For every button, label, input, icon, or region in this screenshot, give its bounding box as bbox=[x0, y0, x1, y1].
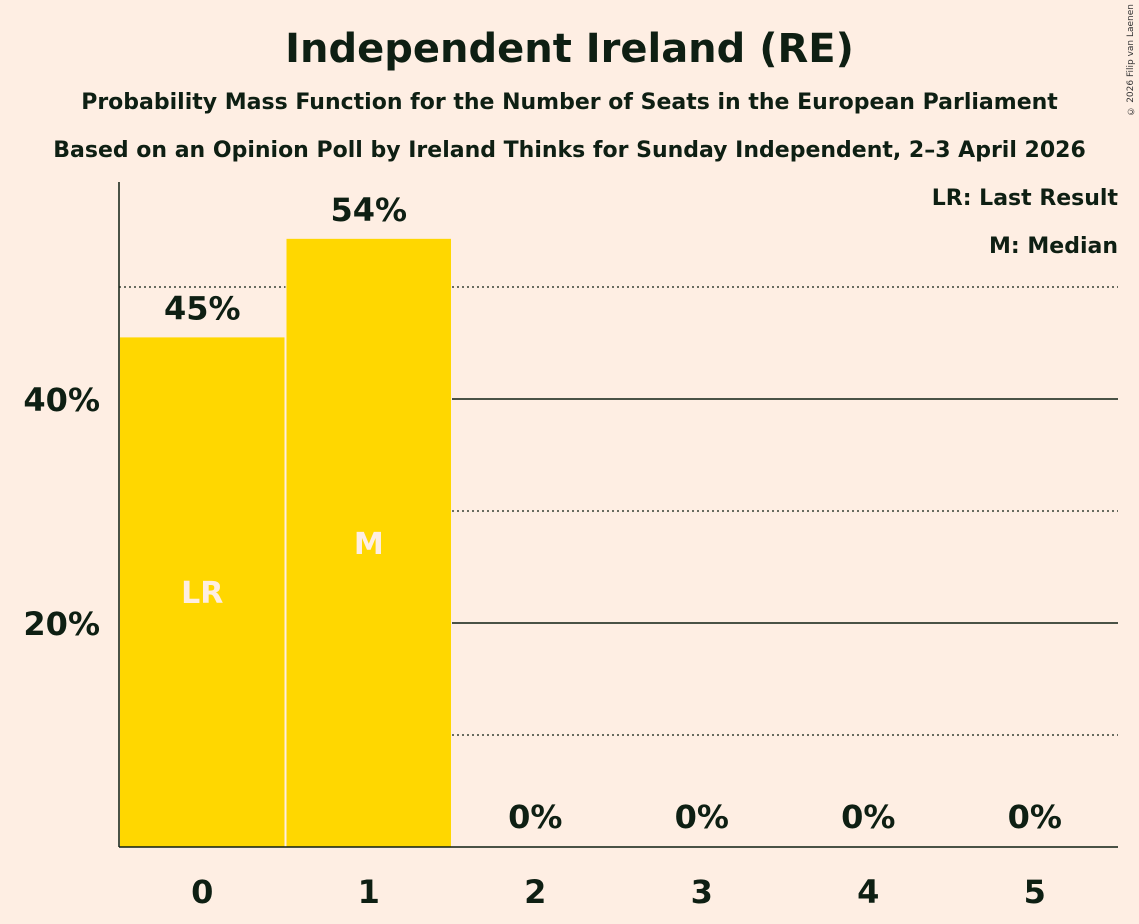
bar-annotation: LR bbox=[181, 576, 223, 611]
bar-seats-0 bbox=[120, 337, 285, 847]
x-tick-label: 1 bbox=[358, 873, 380, 911]
x-tick-label: 2 bbox=[524, 873, 546, 911]
data-label: 0% bbox=[841, 798, 895, 836]
y-tick-label: 40% bbox=[23, 381, 100, 419]
data-label: 45% bbox=[164, 289, 241, 327]
y-tick-label: 20% bbox=[23, 605, 100, 643]
legend-median: M: Median bbox=[989, 234, 1118, 259]
data-label: 0% bbox=[1008, 798, 1062, 836]
data-label: 0% bbox=[508, 798, 562, 836]
chart-subtitle-source: Based on an Opinion Poll by Ireland Thin… bbox=[53, 138, 1086, 163]
bar-annotation: M bbox=[354, 527, 384, 562]
chart-subtitle: Probability Mass Function for the Number… bbox=[81, 90, 1058, 115]
x-tick-label: 4 bbox=[857, 873, 879, 911]
x-tick-label: 5 bbox=[1024, 873, 1046, 911]
x-tick-label: 0 bbox=[191, 873, 213, 911]
x-tick-label: 3 bbox=[691, 873, 713, 911]
data-label: 0% bbox=[675, 798, 729, 836]
chart-title: Independent Ireland (RE) bbox=[285, 26, 854, 72]
bar-seats-1 bbox=[286, 238, 451, 848]
data-label: 54% bbox=[330, 191, 407, 229]
legend-last-result: LR: Last Result bbox=[931, 186, 1118, 211]
